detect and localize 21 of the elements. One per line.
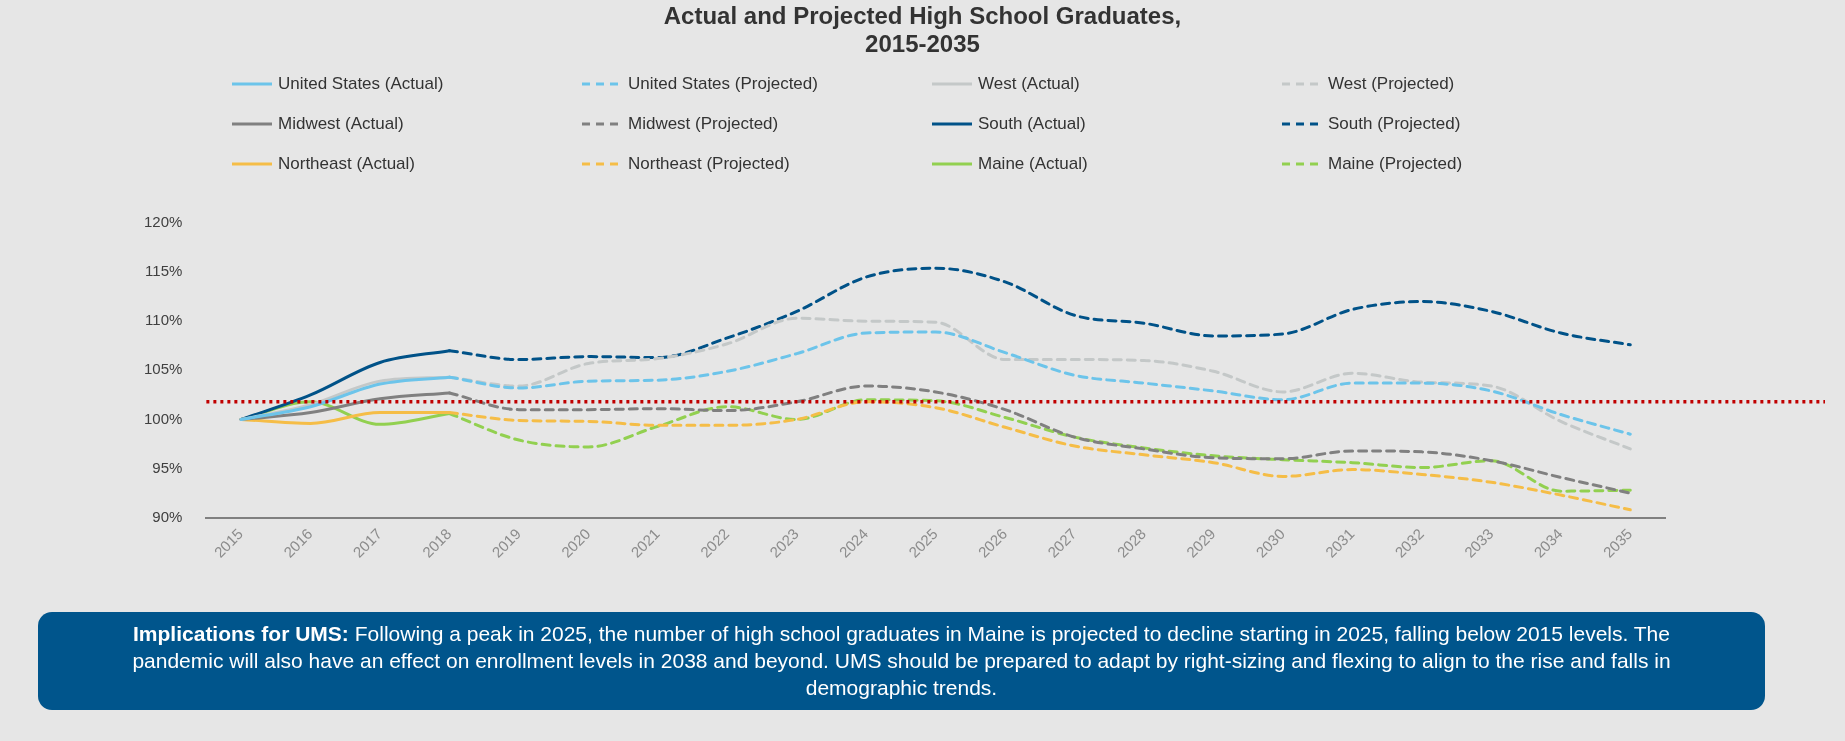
legend-label: Maine (Projected) — [1328, 154, 1463, 174]
legend-label: United States (Projected) — [628, 74, 818, 94]
chart-title: Actual and Projected High School Graduates, 2015-2035 — [662, 2, 1183, 58]
legend-label: South (Projected) — [1328, 114, 1461, 134]
y-tick-label: 105% — [143, 360, 183, 378]
legend-label: Midwest (Actual) — [278, 114, 404, 134]
legend-label: Northeast (Actual) — [278, 154, 415, 174]
y-tick-label: 115% — [145, 262, 183, 280]
y-tick-label: 95% — [152, 458, 183, 476]
y-tick-label: 120% — [143, 213, 183, 231]
y-tick-label: 90% — [152, 507, 183, 525]
y-tick-label: 100% — [143, 409, 183, 427]
legend-label: Northeast (Projected) — [628, 154, 790, 174]
text: Implications for UMS: Following a peak in 2025, the number of high school graduates in Maine is projected to decline starting in 2025, falling below 2015 levels. The pandemic will also have an effect on enrollment levels in 2038 and beyond. UMS should be prepared to adapt by right-sizing and flexing to align to the rise and falls in demographic trends. — [131, 621, 1672, 701]
legend-label: United States (Actual) — [278, 74, 444, 94]
legend-label: West (Actual) — [978, 74, 1080, 94]
legend-label: Midwest (Projected) — [628, 114, 779, 134]
legend-label: West (Projected) — [1328, 74, 1455, 94]
y-tick-label: 110% — [145, 311, 183, 329]
legend-label: Maine (Actual) — [978, 154, 1088, 174]
legend-label: South (Actual) — [978, 114, 1086, 134]
